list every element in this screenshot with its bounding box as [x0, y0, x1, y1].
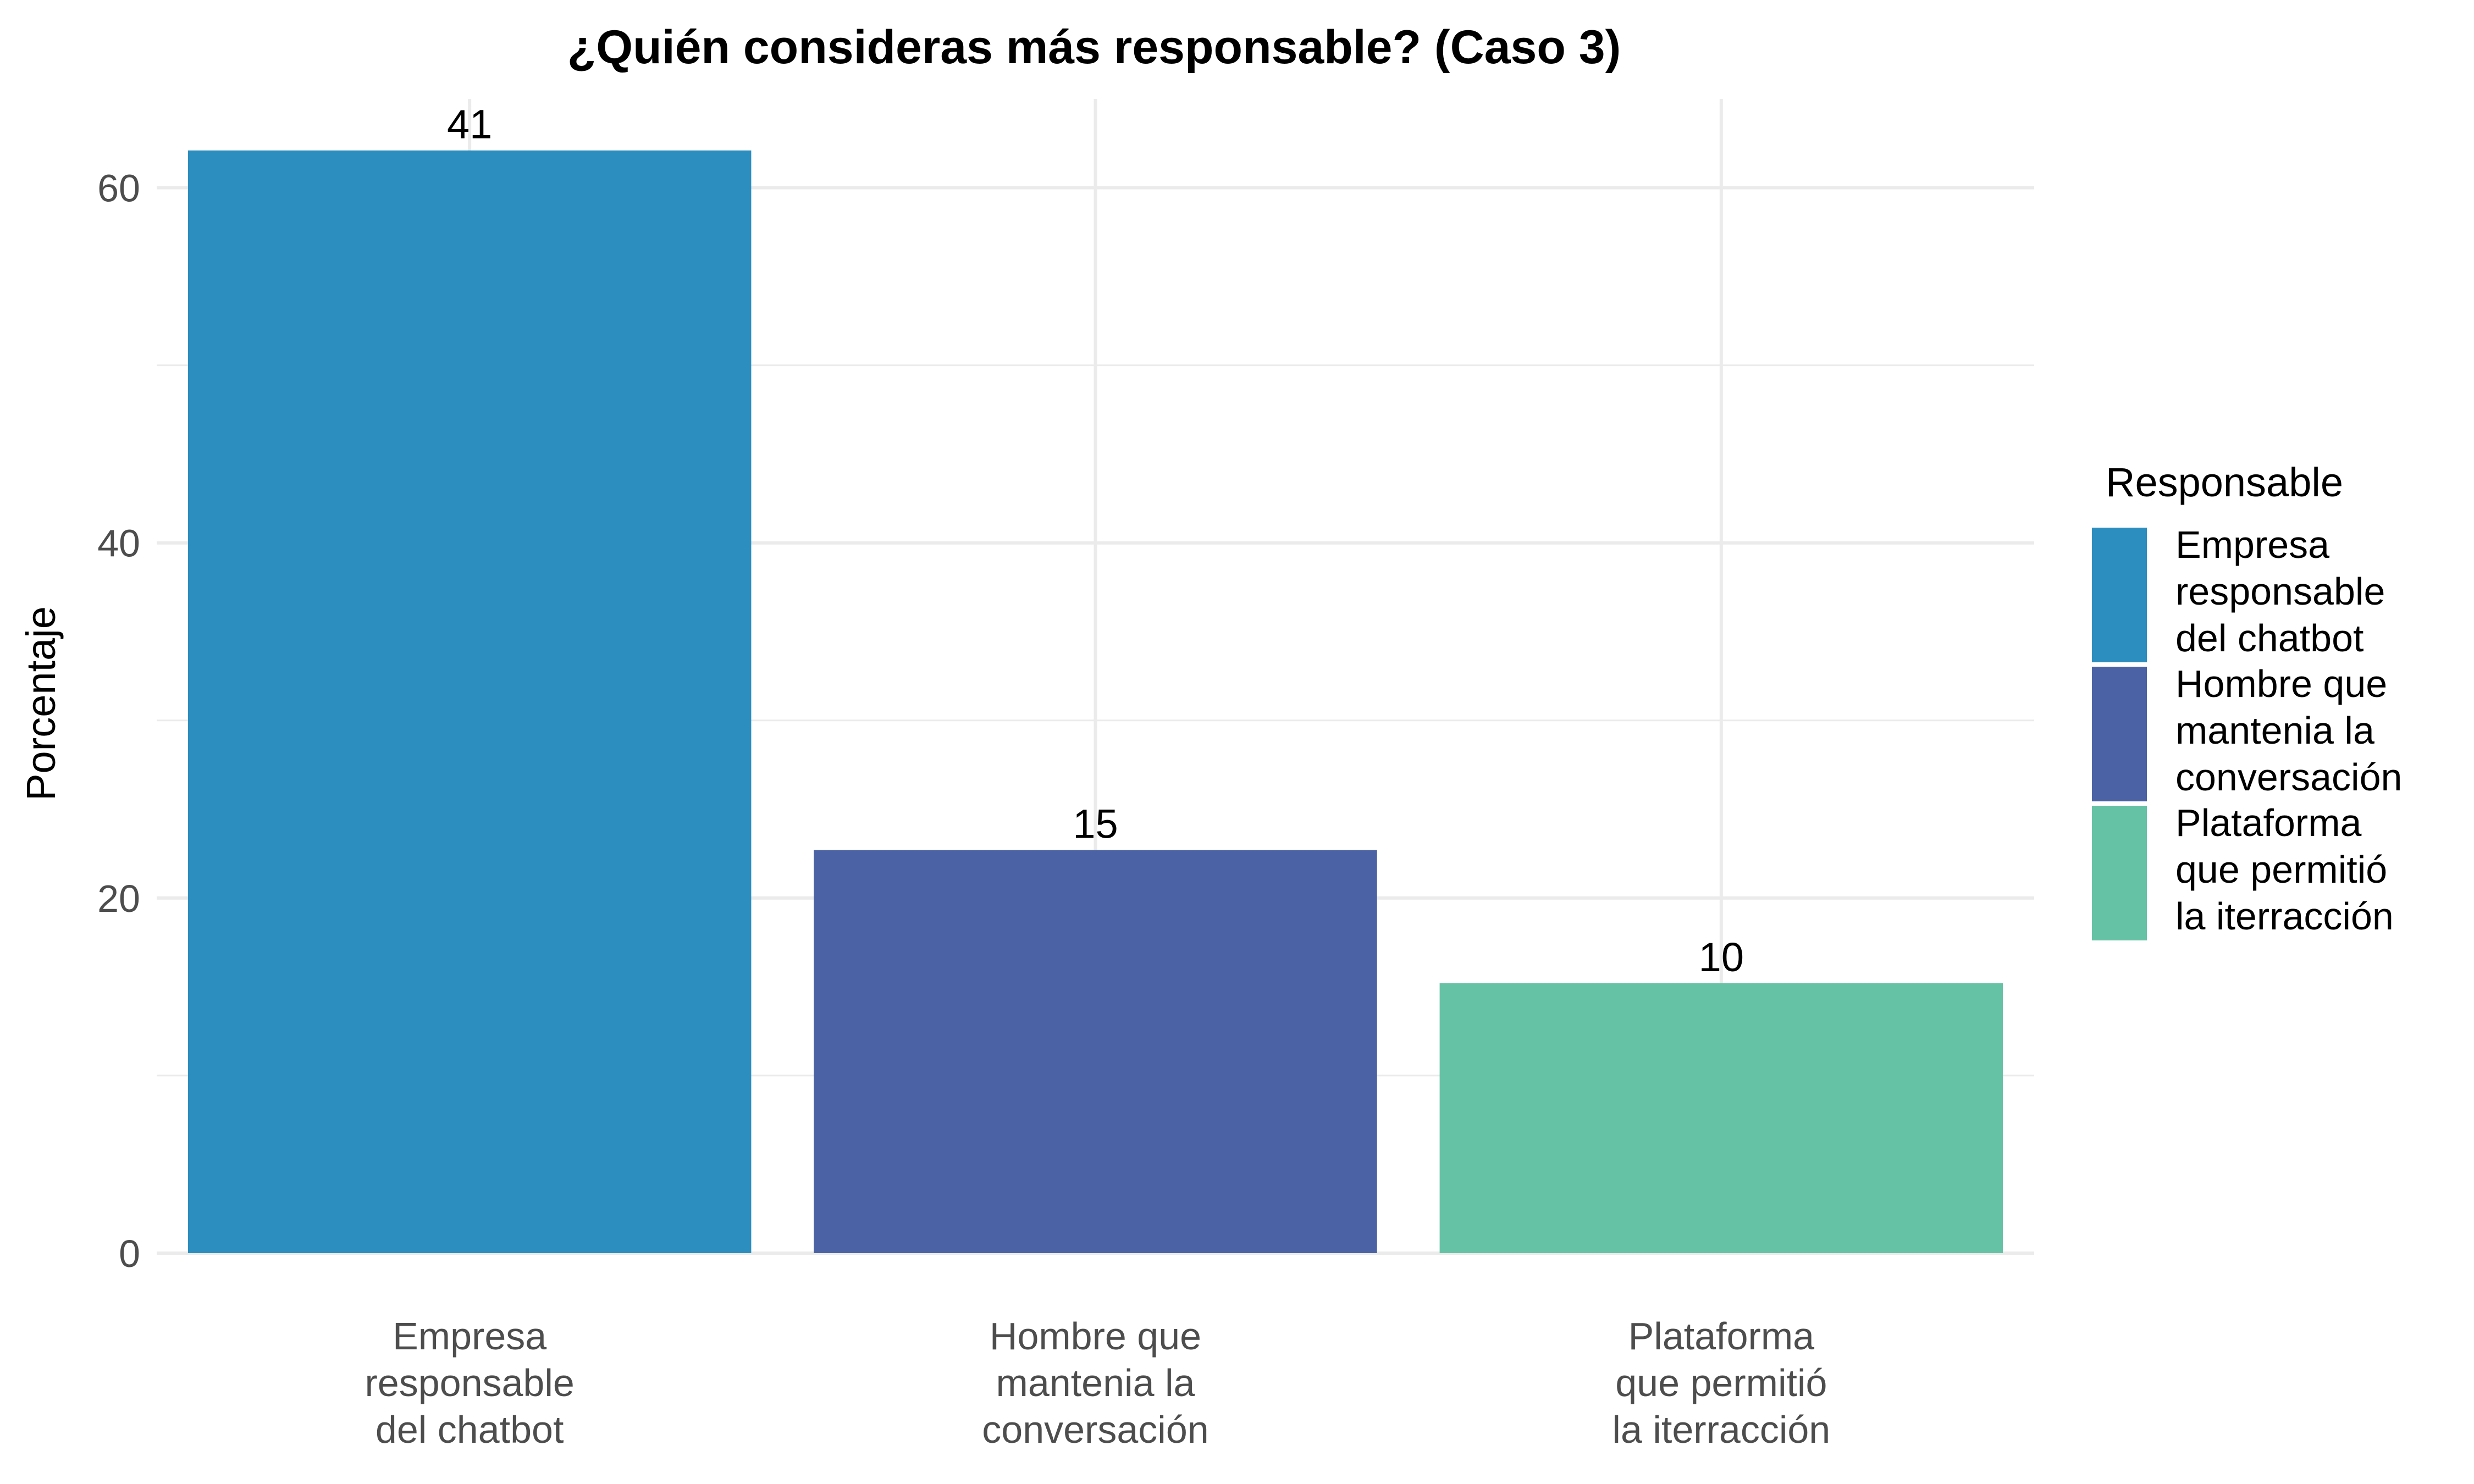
y-axis-title: Porcentaje	[18, 606, 64, 801]
bar-2	[1439, 983, 2003, 1253]
y-tick-label-2: 40	[97, 522, 140, 565]
legend: Responsable Empresa responsable del chatbo…	[2092, 459, 2402, 940]
x-tick-label-1: Hombre que mantenia la conversación	[982, 1315, 1208, 1451]
chart-title: ¿Quién consideras más responsable? (Caso…	[567, 21, 1621, 74]
y-tick-label-3: 60	[97, 167, 140, 210]
legend-swatch-0	[2092, 528, 2147, 662]
data-labels: 41 15 10	[447, 102, 1744, 980]
bar-1	[814, 850, 1377, 1253]
x-axis-ticks: Empresa responsable del chatbot Hombre que m…	[365, 1315, 1830, 1451]
legend-swatch-1	[2092, 667, 2147, 801]
y-tick-label-0: 0	[119, 1232, 140, 1275]
data-label-2: 10	[1699, 934, 1744, 980]
legend-label-2: Plataforma que permitió la iterracción	[2175, 801, 2394, 938]
legend-label-0: Empresa responsable del chatbot	[2175, 523, 2385, 660]
x-tick-label-2: Plataforma que permitió la iterracción	[1612, 1315, 1830, 1451]
data-label-0: 41	[447, 102, 492, 147]
y-tick-label-1: 20	[97, 877, 140, 920]
bar-0	[187, 150, 752, 1253]
x-tick-label-0: Empresa responsable del chatbot	[365, 1315, 574, 1451]
y-axis-ticks: 0 20 40 60	[97, 167, 140, 1275]
legend-swatch-2	[2092, 806, 2147, 940]
legend-label-1: Hombre que mantenia la conversación	[2175, 662, 2402, 799]
legend-title: Responsable	[2106, 459, 2343, 505]
bars	[187, 150, 2003, 1253]
data-label-1: 15	[1073, 801, 1118, 847]
